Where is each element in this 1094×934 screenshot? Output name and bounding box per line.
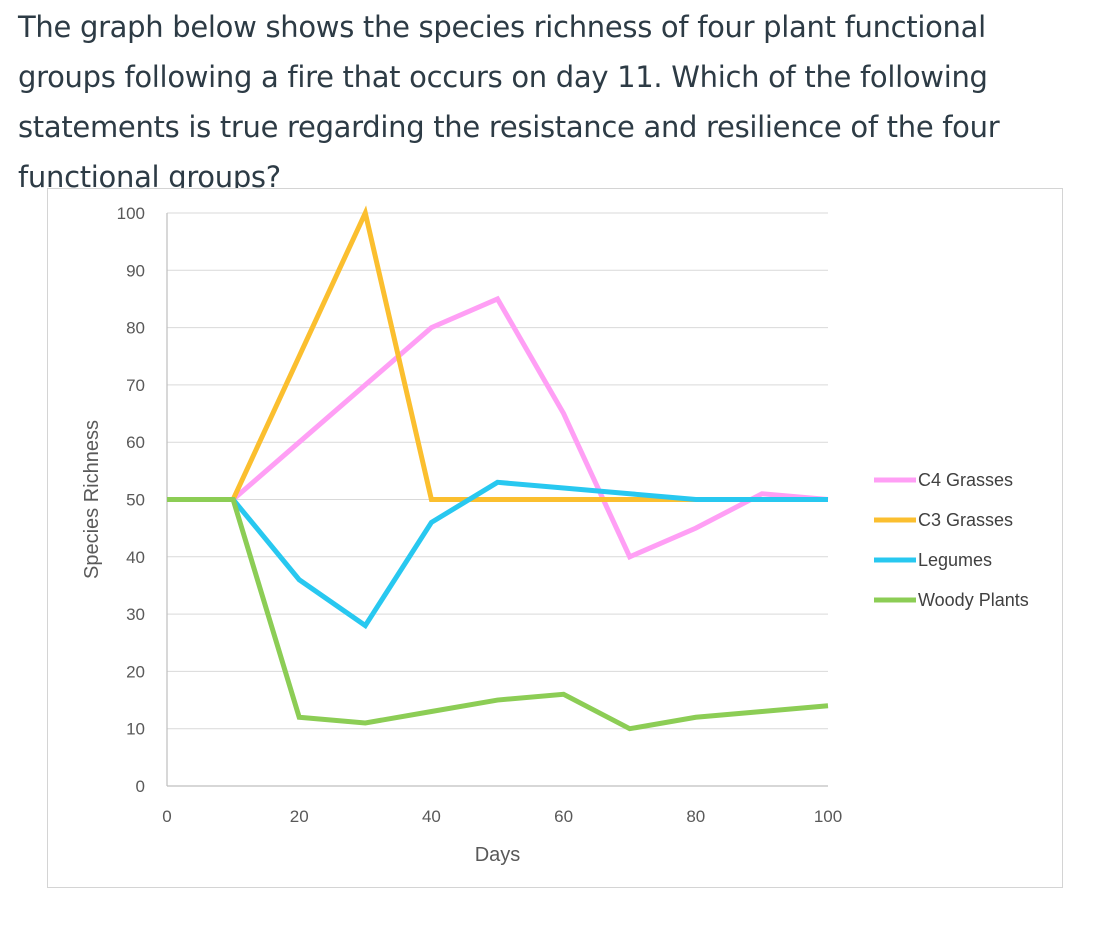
x-tick-label: 100: [814, 807, 842, 826]
y-tick-label: 40: [126, 548, 145, 567]
legend-label: Legumes: [918, 550, 992, 570]
series-lines: [167, 205, 829, 732]
series-line-woody-plants: [167, 497, 829, 732]
y-axis-title: Species Richness: [81, 420, 103, 579]
y-tick-label: 60: [126, 433, 145, 452]
legend-label: C4 Grasses: [918, 470, 1013, 490]
y-tick-label: 10: [126, 720, 145, 739]
question-text: The graph below shows the species richne…: [18, 10, 1000, 194]
y-tick-label: 0: [136, 777, 145, 796]
y-tick-labels: 0 10 20 30 40 50 60 70 80 90 100: [117, 204, 145, 796]
y-tick-label: 20: [126, 662, 145, 681]
legend-label: C3 Grasses: [918, 510, 1013, 530]
legend: C4 Grasses C3 Grasses Legumes Woody Plants: [874, 470, 1029, 610]
x-tick-label: 80: [686, 807, 705, 826]
y-tick-label: 50: [126, 491, 145, 510]
x-tick-labels: 0 20 40 60 80 100: [162, 807, 842, 826]
chart-frame: 0 10 20 30 40 50 60 70 80 90 100 0 20 40 60 80 100 Days…: [47, 188, 1063, 888]
series-line-legumes: [231, 479, 828, 630]
y-tick-label: 80: [126, 319, 145, 338]
x-axis-title: Days: [475, 844, 521, 866]
y-tick-label: 30: [126, 605, 145, 624]
x-tick-label: 20: [290, 807, 309, 826]
y-tick-label: 70: [126, 376, 145, 395]
line-chart: 0 10 20 30 40 50 60 70 80 90 100 0 20 40 60 80 100 Days…: [81, 204, 1029, 866]
y-tick-label: 90: [126, 261, 145, 280]
series-line-c4-grasses: [167, 295, 829, 561]
legend-label: Woody Plants: [918, 590, 1029, 610]
x-tick-label: 60: [554, 807, 573, 826]
x-tick-label: 0: [162, 807, 171, 826]
x-tick-label: 40: [422, 807, 441, 826]
y-tick-label: 100: [117, 204, 145, 223]
